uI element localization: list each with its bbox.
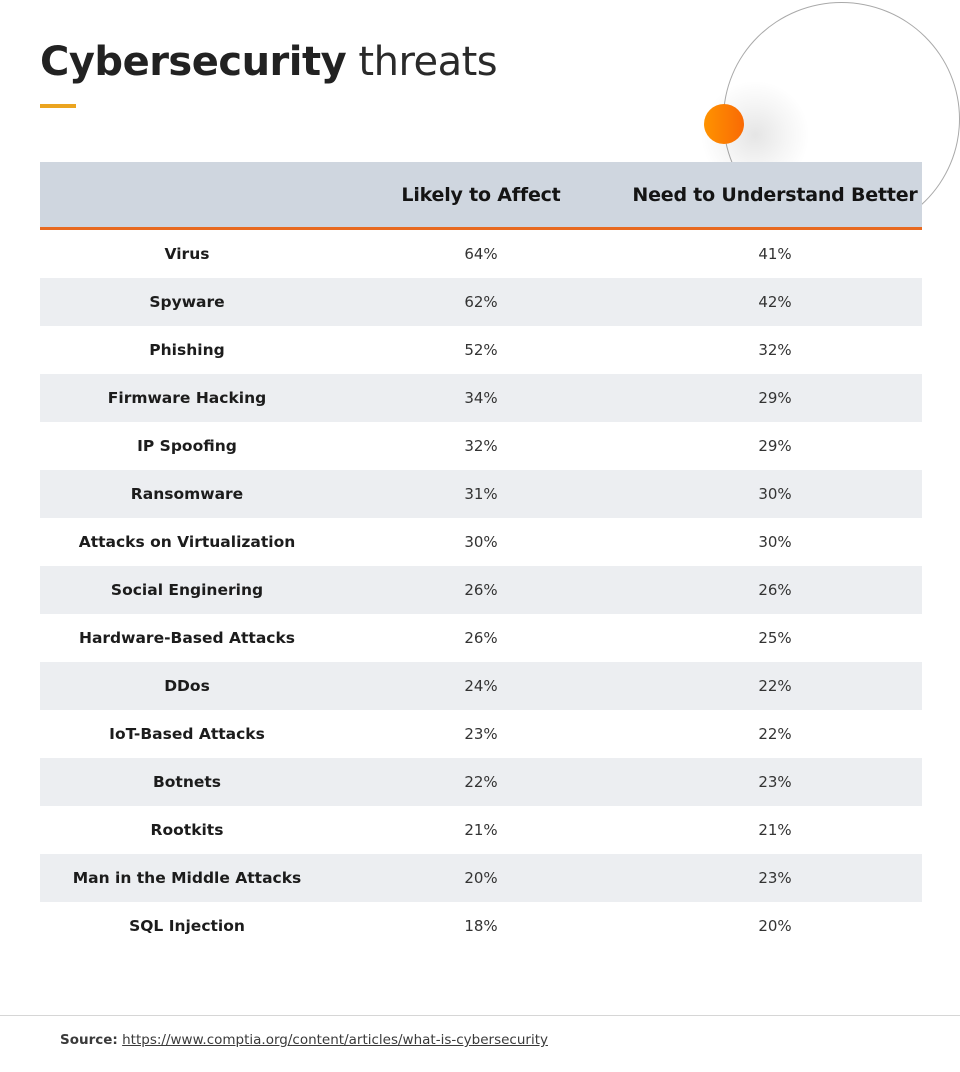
- table-row: IoT-Based Attacks 23% 22%: [40, 710, 922, 758]
- need-to-understand-value: 32%: [758, 341, 792, 359]
- likely-to-affect-value: 20%: [464, 869, 498, 887]
- source-footer: Source: https://www.comptia.org/content/…: [60, 1032, 548, 1048]
- table-row: Hardware-Based Attacks 26% 25%: [40, 614, 922, 662]
- table-row: Man in the Middle Attacks 20% 23%: [40, 854, 922, 902]
- need-to-understand-value: 20%: [758, 917, 792, 935]
- title-accent-underline: [40, 104, 76, 108]
- table-row: Phishing 52% 32%: [40, 326, 922, 374]
- need-to-understand-value: 26%: [758, 581, 792, 599]
- table-row: SQL Injection 18% 20%: [40, 902, 922, 950]
- need-to-understand-value: 22%: [758, 677, 792, 695]
- likely-to-affect-value: 31%: [464, 485, 498, 503]
- need-to-understand-value: 22%: [758, 725, 792, 743]
- table-row: DDos 24% 22%: [40, 662, 922, 710]
- source-label: Source:: [60, 1032, 118, 1048]
- need-to-understand-value: 21%: [758, 821, 792, 839]
- threat-name: Phishing: [149, 341, 225, 359]
- table-header: Likely to Affect Need to Understand Bett…: [40, 162, 922, 230]
- table-row: Rootkits 21% 21%: [40, 806, 922, 854]
- threat-name: Ransomware: [130, 485, 244, 503]
- need-to-understand-value: 23%: [758, 773, 792, 791]
- footer-divider: [0, 1015, 960, 1016]
- threat-name: Attacks on Virtualization: [78, 533, 296, 551]
- table-row: Firmware Hacking 34% 29%: [40, 374, 922, 422]
- header-likely-to-affect: Likely to Affect: [401, 183, 561, 206]
- need-to-understand-value: 41%: [758, 245, 792, 263]
- likely-to-affect-value: 64%: [464, 245, 498, 263]
- table-row: Virus 64% 41%: [40, 230, 922, 278]
- likely-to-affect-value: 34%: [464, 389, 498, 407]
- table-body: Virus 64% 41% Spyware 62% 42% Phishing 52% 32% Fi…: [40, 230, 922, 950]
- likely-to-affect-value: 32%: [464, 437, 498, 455]
- table-row: IP Spoofing 32% 29%: [40, 422, 922, 470]
- likely-to-affect-value: 21%: [464, 821, 498, 839]
- threat-name: Rootkits: [150, 821, 224, 839]
- need-to-understand-value: 23%: [758, 869, 792, 887]
- likely-to-affect-value: 24%: [464, 677, 498, 695]
- need-to-understand-value: 30%: [758, 533, 792, 551]
- likely-to-affect-value: 26%: [464, 581, 498, 599]
- threat-name: SQL Injection: [129, 917, 245, 935]
- need-to-understand-value: 29%: [758, 437, 792, 455]
- threat-name: IP Spoofing: [137, 437, 237, 455]
- threat-name: Spyware: [149, 293, 225, 311]
- threats-table: Likely to Affect Need to Understand Bett…: [40, 162, 922, 950]
- page-title-strong: Cybersecurity: [40, 39, 347, 85]
- table-row: Botnets 22% 23%: [40, 758, 922, 806]
- need-to-understand-value: 30%: [758, 485, 792, 503]
- threat-name: Botnets: [152, 773, 222, 791]
- table-row: Social Enginering 26% 26%: [40, 566, 922, 614]
- table-row: Ransomware 31% 30%: [40, 470, 922, 518]
- likely-to-affect-value: 52%: [464, 341, 498, 359]
- threat-name: IoT-Based Attacks: [109, 725, 265, 743]
- threat-name: Virus: [164, 245, 210, 263]
- header-need-to-understand: Need to Understand Better: [632, 183, 918, 206]
- threat-name: Firmware Hacking: [107, 389, 267, 407]
- likely-to-affect-value: 23%: [464, 725, 498, 743]
- likely-to-affect-value: 26%: [464, 629, 498, 647]
- threat-name: Man in the Middle Attacks: [72, 869, 302, 887]
- need-to-understand-value: 25%: [758, 629, 792, 647]
- page-title: Cybersecurity threats: [40, 38, 498, 86]
- need-to-understand-value: 29%: [758, 389, 792, 407]
- table-row: Spyware 62% 42%: [40, 278, 922, 326]
- threat-name: Hardware-Based Attacks: [78, 629, 296, 647]
- need-to-understand-value: 42%: [758, 293, 792, 311]
- likely-to-affect-value: 30%: [464, 533, 498, 551]
- likely-to-affect-value: 22%: [464, 773, 498, 791]
- page-title-light: threats: [346, 39, 498, 85]
- source-link[interactable]: https://www.comptia.org/content/articles…: [122, 1032, 548, 1048]
- likely-to-affect-value: 18%: [464, 917, 498, 935]
- decorative-orange-dot: [704, 104, 744, 144]
- table-row: Attacks on Virtualization 30% 30%: [40, 518, 922, 566]
- threat-name: DDos: [164, 677, 210, 695]
- likely-to-affect-value: 62%: [464, 293, 498, 311]
- threat-name: Social Enginering: [110, 581, 264, 599]
